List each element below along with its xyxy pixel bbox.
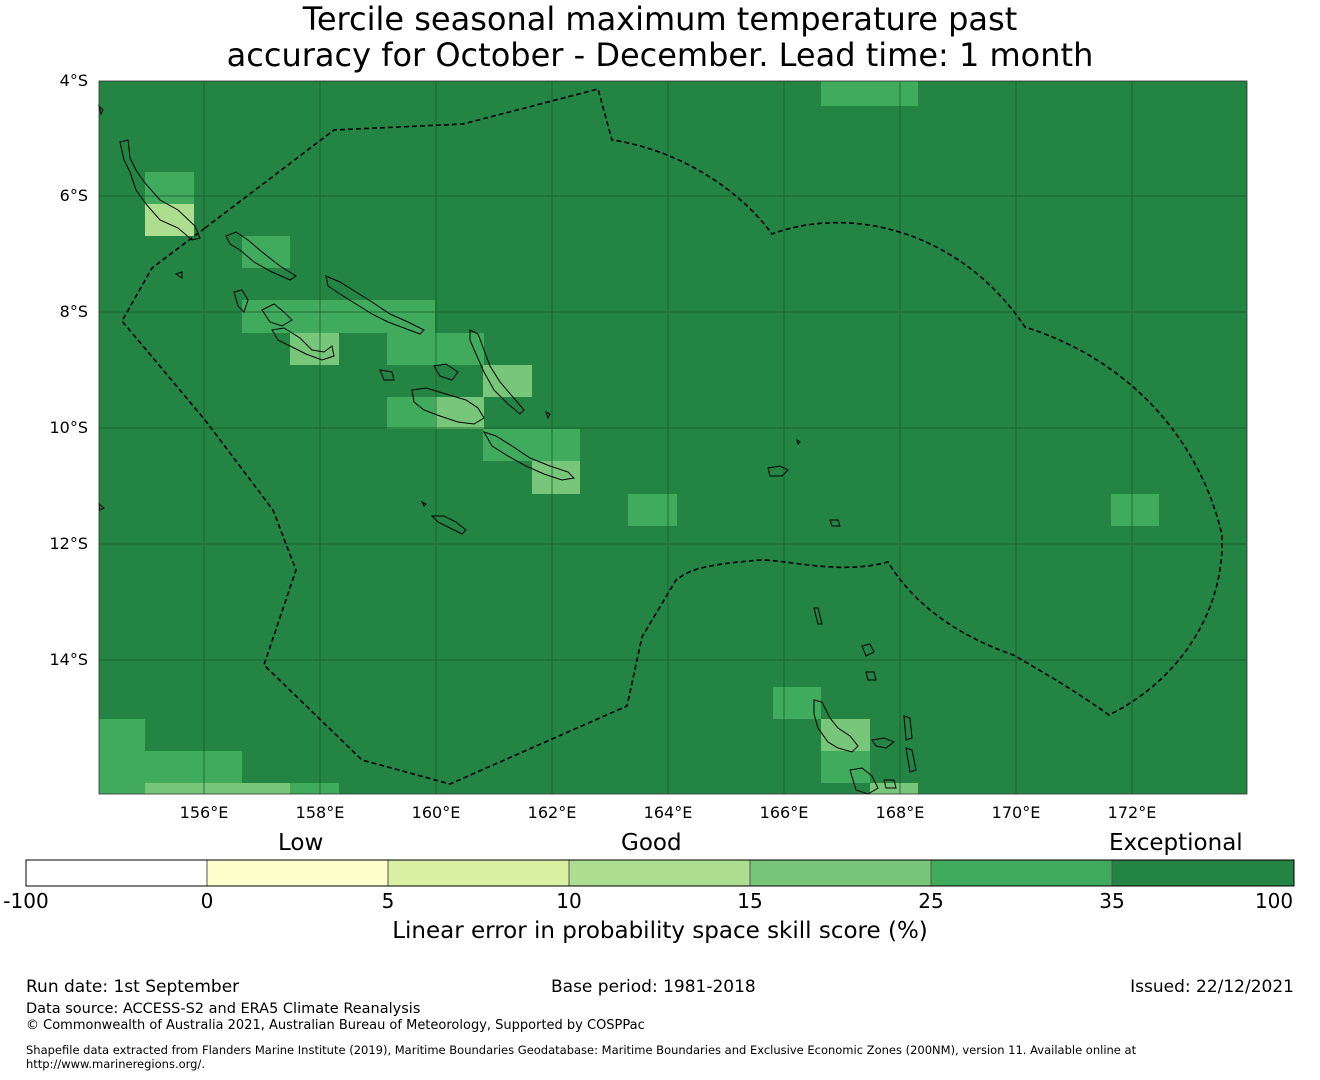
cell-good xyxy=(773,687,821,719)
island-nendo xyxy=(767,465,789,477)
island-santa-isabel xyxy=(325,275,425,335)
colorbar-tick: 5 xyxy=(381,889,395,913)
colorbar-tick: 15 xyxy=(737,889,763,913)
island-ambae xyxy=(871,737,896,749)
chart-title-line1: Tercile seasonal maximum temperature pas… xyxy=(302,0,1018,38)
colorbar-tick: 35 xyxy=(1099,889,1125,913)
lat-label-4s: 4°S xyxy=(59,71,88,90)
lat-label-12s: 12°S xyxy=(49,534,88,553)
cell-fair xyxy=(483,365,532,397)
island-buka xyxy=(98,104,104,116)
cell-fair xyxy=(435,397,484,429)
island-small-2 xyxy=(420,500,427,507)
coastlines xyxy=(98,104,917,795)
island-new-georgia xyxy=(233,289,249,313)
base-period: Base period: 1981-2018 xyxy=(551,977,756,997)
legend-category-exceptional: Exceptional xyxy=(1109,830,1243,856)
island-small-3 xyxy=(796,438,801,445)
map-frame xyxy=(98,80,1248,795)
island-malaita xyxy=(469,329,525,415)
island-rennell xyxy=(430,515,467,535)
lon-label-164e: 164°E xyxy=(643,803,693,822)
lon-label-172e: 172°E xyxy=(1107,803,1157,822)
chart-title-line2: accuracy for October - December. Lead ti… xyxy=(226,36,1094,74)
island-pentecost xyxy=(905,747,917,773)
colorbar-tick: -100 xyxy=(3,889,49,913)
island-banks xyxy=(861,643,875,657)
island-ambrym xyxy=(883,779,897,789)
cell-fair xyxy=(821,719,870,751)
colorbar-swatch-0 xyxy=(26,860,207,886)
lat-label-10s: 10°S xyxy=(49,418,88,437)
colorbar-swatch-1 xyxy=(207,860,388,886)
colorbar-swatch-5 xyxy=(931,860,1112,886)
colorbar-frame xyxy=(25,859,1295,887)
shapefile-credit-line2: http://www.marineregions.org/. xyxy=(26,1057,205,1071)
map-background xyxy=(99,81,1247,794)
cell-good xyxy=(99,751,242,783)
colorbar-title: Linear error in probability space skill … xyxy=(392,918,928,944)
lon-label-168e: 168°E xyxy=(875,803,925,822)
cell-good xyxy=(483,429,580,461)
island-maewo xyxy=(903,715,913,741)
lon-label-162e: 162°E xyxy=(527,803,577,822)
island-russell xyxy=(379,369,395,381)
island-new-georgia-2 xyxy=(261,303,293,327)
island-small-1 xyxy=(174,271,183,279)
cell-good xyxy=(387,397,436,429)
island-malekula xyxy=(849,767,879,795)
eez-boundary xyxy=(121,88,1223,785)
colorbar-tick: 10 xyxy=(556,889,582,913)
gridlines xyxy=(99,81,1247,794)
colorbar-swatch-3 xyxy=(569,860,750,886)
cell-fair xyxy=(145,783,290,794)
island-small-5 xyxy=(98,502,105,511)
cell-moderate xyxy=(145,204,194,236)
lon-label-156e: 156°E xyxy=(179,803,229,822)
run-date: Run date: 1st September xyxy=(26,977,240,997)
cell-good xyxy=(628,494,677,526)
lat-label-8s: 8°S xyxy=(59,302,88,321)
issued-date: Issued: 22/12/2021 xyxy=(1130,977,1294,997)
legend-category-low: Low xyxy=(278,830,324,856)
data-source: Data source: ACCESS-S2 and ERA5 Climate … xyxy=(26,1001,421,1017)
island-gaua xyxy=(865,671,877,681)
island-small-4 xyxy=(545,411,551,420)
lat-label-14s: 14°S xyxy=(49,650,88,669)
cell-good xyxy=(821,751,870,783)
cell-good xyxy=(242,300,435,333)
island-new-georgia-3 xyxy=(271,327,335,361)
lon-label-170e: 170°E xyxy=(991,803,1041,822)
colorbar-tick: 0 xyxy=(200,889,214,913)
island-florida xyxy=(433,363,459,381)
cell-good xyxy=(1111,494,1159,526)
cell-fair xyxy=(290,333,339,365)
island-makira xyxy=(482,431,576,481)
colorbar-swatch-2 xyxy=(388,860,569,886)
lon-label-166e: 166°E xyxy=(759,803,809,822)
shapefile-credit-line1: Shapefile data extracted from Flanders M… xyxy=(26,1043,1137,1057)
colorbar-tick: 100 xyxy=(1254,889,1294,913)
island-guadalcanal xyxy=(411,387,485,425)
island-bougainville xyxy=(119,139,201,241)
island-vanikoro xyxy=(829,519,841,527)
cell-good xyxy=(145,172,194,204)
colorbar xyxy=(25,859,1295,887)
island-choiseul xyxy=(225,231,297,281)
lon-label-158e: 158°E xyxy=(295,803,345,822)
copyright: © Commonwealth of Australia 2021, Austra… xyxy=(26,1018,645,1033)
cell-good xyxy=(99,783,145,794)
colorbar-swatch-4 xyxy=(750,860,931,886)
lon-label-160e: 160°E xyxy=(411,803,461,822)
cell-good xyxy=(821,81,918,106)
cell-good xyxy=(290,783,339,794)
cell-good xyxy=(99,719,145,751)
colorbar-tick: 25 xyxy=(918,889,944,913)
legend-category-good: Good xyxy=(621,830,682,856)
lat-label-6s: 6°S xyxy=(59,186,88,205)
colorbar-swatch-6 xyxy=(1112,860,1294,886)
island-espiritu-santo xyxy=(813,699,859,753)
island-torres xyxy=(813,607,823,625)
